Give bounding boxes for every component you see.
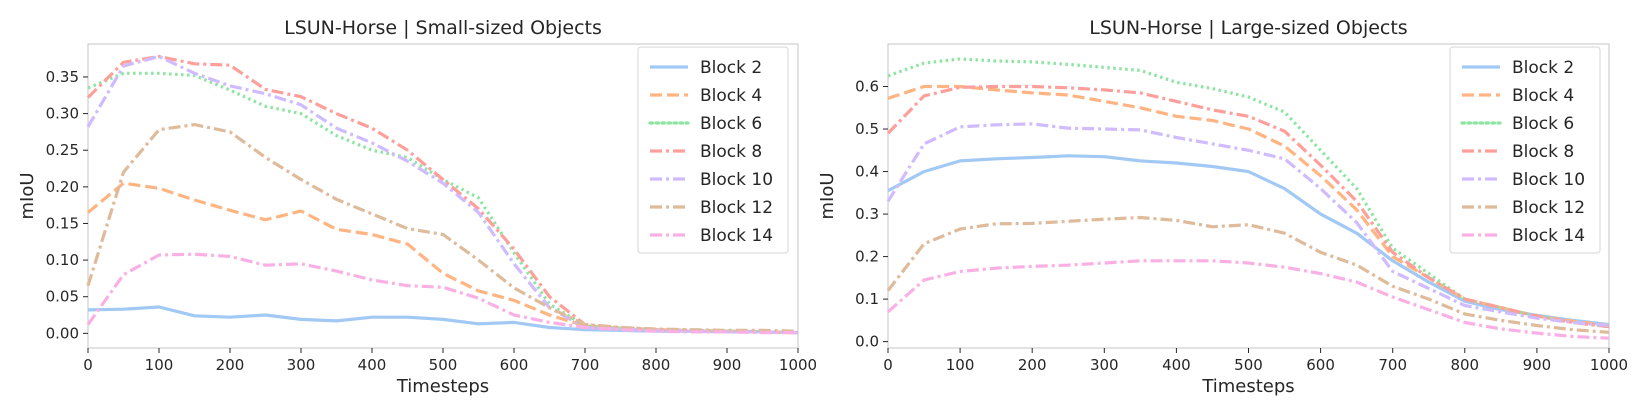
x-tick-label: 800 (1450, 356, 1479, 374)
y-tick-label: 0.00 (46, 324, 79, 342)
legend: Block 2 Block 4 Block 6 Block 8 Block 10 Bloc… (637, 46, 789, 254)
x-tick-label: 200 (216, 356, 245, 374)
y-tick-label: 0.3 (855, 205, 879, 223)
series-line-block-6 (887, 57, 1610, 329)
x-tick-label: 200 (1018, 356, 1047, 374)
x-tick-label: 800 (642, 356, 671, 374)
series-line-block-14 (886, 259, 1610, 340)
legend-box (1449, 46, 1601, 254)
y-tick-label: 0.10 (46, 251, 79, 269)
chart-title: LSUN-Horse | Large-sized Objects (1089, 17, 1407, 39)
y-tick-label: 0.15 (46, 214, 79, 232)
legend-label: Block 2 (1512, 58, 1574, 78)
series-line-block-12 (86, 122, 799, 333)
x-tick-label: 900 (713, 356, 742, 374)
legend-label: Block 14 (700, 226, 773, 246)
x-tick-label: 1000 (1590, 356, 1628, 374)
x-tick-label: 700 (571, 356, 600, 374)
y-axis-label: mIoU (17, 172, 38, 219)
y-tick-label: 0.4 (855, 163, 879, 181)
legend-label: Block 8 (700, 142, 762, 162)
legend-label: Block 8 (1512, 142, 1574, 162)
legend-label: Block 6 (700, 114, 762, 134)
x-tick-label: 400 (1162, 356, 1191, 374)
y-tick-label: 0.5 (855, 120, 879, 138)
x-tick-label: 300 (1090, 356, 1119, 374)
series-line-block-12 (886, 215, 1610, 334)
legend: Block 2 Block 4 Block 6 Block 8 Block 10 Bloc… (1449, 46, 1601, 254)
small-objects-chart: LSUN-Horse | Small-sized Objects 0 100 200 3… (17, 17, 817, 397)
x-axis-label: Timesteps (1201, 376, 1294, 397)
series-line-block-2 (887, 154, 1610, 327)
legend-box (637, 46, 789, 254)
series-line-block-8 (886, 84, 1610, 329)
y-axis-label: mIoU (817, 172, 838, 219)
x-tick-label: 1000 (779, 356, 817, 374)
legend-label: Block 6 (1512, 114, 1574, 134)
x-axis-label: Timesteps (396, 376, 489, 397)
x-tick-label: 0 (883, 356, 893, 374)
x-tick-label: 300 (287, 356, 316, 374)
y-tick-label: 0.0 (855, 333, 879, 351)
x-tick-label: 100 (946, 356, 975, 374)
legend-label: Block 10 (700, 170, 773, 190)
y-tick-label: 0.25 (46, 141, 79, 159)
y-tick-label: 0.20 (46, 178, 79, 196)
y-tick-label: 0.30 (46, 105, 79, 123)
x-tick-label: 700 (1378, 356, 1407, 374)
x-tick-label: 600 (500, 356, 529, 374)
x-tick-label: 0 (83, 356, 93, 374)
legend-label: Block 4 (700, 86, 762, 106)
legend-label: Block 4 (1512, 86, 1574, 106)
y-tick-label: 0.2 (855, 248, 879, 266)
legend-label: Block 2 (700, 58, 762, 78)
x-tick-label: 500 (1234, 356, 1263, 374)
x-tick-label: 100 (145, 356, 174, 374)
legend-label: Block 10 (1512, 170, 1585, 190)
x-tick-label: 900 (1523, 356, 1552, 374)
x-tick-label: 400 (358, 356, 387, 374)
y-tick-label: 0.1 (855, 290, 879, 308)
x-tick-label: 600 (1306, 356, 1335, 374)
legend-label: Block 14 (1512, 226, 1585, 246)
y-tick-label: 0.05 (46, 288, 79, 306)
legend-label: Block 12 (700, 198, 773, 218)
legend-label: Block 12 (1512, 198, 1585, 218)
large-objects-chart: LSUN-Horse | Large-sized Objects 0 100 200 3… (817, 17, 1628, 397)
chart-title: LSUN-Horse | Small-sized Objects (284, 17, 602, 39)
y-tick-label: 0.35 (46, 68, 79, 86)
series-line-block-14 (86, 252, 798, 335)
series-line-block-10 (886, 122, 1610, 328)
y-tick-label: 0.6 (855, 78, 879, 96)
x-tick-label: 500 (429, 356, 458, 374)
